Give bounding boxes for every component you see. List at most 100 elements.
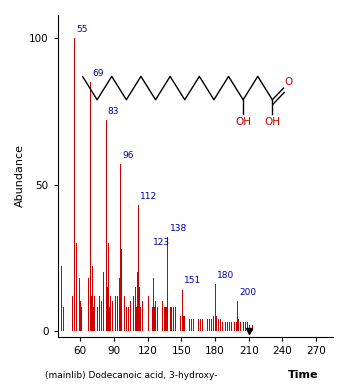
Bar: [167, 237, 168, 331]
Text: 112: 112: [140, 191, 158, 201]
Bar: [78, 307, 79, 331]
Bar: [171, 307, 172, 331]
Bar: [162, 301, 163, 331]
Bar: [148, 296, 149, 331]
Text: Time: Time: [287, 369, 318, 379]
Text: 180: 180: [217, 271, 234, 279]
Bar: [234, 322, 235, 331]
Bar: [136, 307, 137, 331]
Text: (mainlib) Dodecanoic acid, 3-hydroxy-: (mainlib) Dodecanoic acid, 3-hydroxy-: [45, 371, 218, 379]
Bar: [94, 296, 95, 331]
Bar: [133, 296, 134, 331]
Bar: [61, 266, 62, 331]
Text: 200: 200: [239, 288, 256, 297]
Bar: [182, 290, 183, 331]
Bar: [168, 301, 169, 331]
Bar: [124, 296, 125, 331]
Bar: [110, 296, 111, 331]
Bar: [173, 307, 174, 331]
Bar: [193, 319, 194, 331]
Bar: [101, 301, 102, 331]
Text: 55: 55: [76, 25, 88, 34]
Bar: [153, 278, 154, 331]
Bar: [243, 322, 244, 331]
Bar: [99, 296, 100, 331]
Bar: [211, 319, 212, 331]
Bar: [117, 296, 118, 331]
Bar: [189, 319, 190, 331]
Text: O: O: [284, 76, 292, 86]
Bar: [238, 319, 239, 331]
Bar: [81, 307, 82, 331]
Bar: [175, 307, 176, 331]
Bar: [119, 278, 120, 331]
Bar: [128, 307, 129, 331]
Bar: [191, 319, 192, 331]
Bar: [130, 301, 131, 331]
Bar: [225, 322, 226, 331]
Bar: [107, 287, 108, 331]
Bar: [138, 205, 139, 331]
Bar: [122, 301, 124, 331]
Bar: [142, 301, 143, 331]
Bar: [164, 307, 165, 331]
Bar: [114, 296, 116, 331]
Bar: [187, 316, 188, 331]
Bar: [177, 316, 179, 331]
Bar: [213, 316, 214, 331]
Bar: [216, 316, 217, 331]
Text: 151: 151: [184, 276, 201, 285]
Text: OH: OH: [235, 117, 251, 127]
Bar: [155, 301, 156, 331]
Bar: [237, 301, 238, 331]
Bar: [152, 307, 153, 331]
Bar: [74, 38, 75, 331]
Text: OH: OH: [264, 117, 280, 127]
Bar: [166, 307, 167, 331]
Bar: [180, 316, 181, 331]
Bar: [157, 307, 158, 331]
Y-axis label: Abundance: Abundance: [15, 144, 25, 207]
Bar: [229, 322, 230, 331]
Text: 123: 123: [153, 239, 170, 247]
Bar: [103, 272, 104, 331]
Bar: [58, 272, 60, 331]
Bar: [92, 266, 93, 331]
Bar: [170, 307, 171, 331]
Bar: [154, 307, 155, 331]
Bar: [79, 278, 80, 331]
Bar: [227, 322, 228, 331]
Bar: [91, 296, 92, 331]
Text: 83: 83: [108, 107, 119, 116]
Bar: [108, 243, 109, 331]
Bar: [252, 325, 253, 331]
Text: 138: 138: [169, 224, 187, 233]
Bar: [126, 307, 127, 331]
Bar: [209, 319, 210, 331]
Bar: [90, 82, 91, 331]
Bar: [220, 319, 221, 331]
Bar: [247, 322, 248, 331]
Bar: [165, 307, 166, 331]
Bar: [88, 278, 89, 331]
Bar: [198, 319, 199, 331]
Bar: [207, 319, 208, 331]
Text: 69: 69: [92, 69, 104, 78]
Bar: [240, 322, 242, 331]
Bar: [120, 164, 121, 331]
Bar: [218, 319, 219, 331]
Bar: [63, 307, 64, 331]
Bar: [80, 301, 81, 331]
Bar: [245, 322, 246, 331]
Bar: [183, 316, 184, 331]
Bar: [202, 319, 203, 331]
Bar: [236, 322, 237, 331]
Bar: [112, 301, 113, 331]
Bar: [93, 307, 94, 331]
Bar: [135, 287, 136, 331]
Bar: [184, 316, 185, 331]
Bar: [109, 307, 110, 331]
Bar: [72, 296, 73, 331]
Bar: [200, 319, 201, 331]
Bar: [121, 249, 122, 331]
